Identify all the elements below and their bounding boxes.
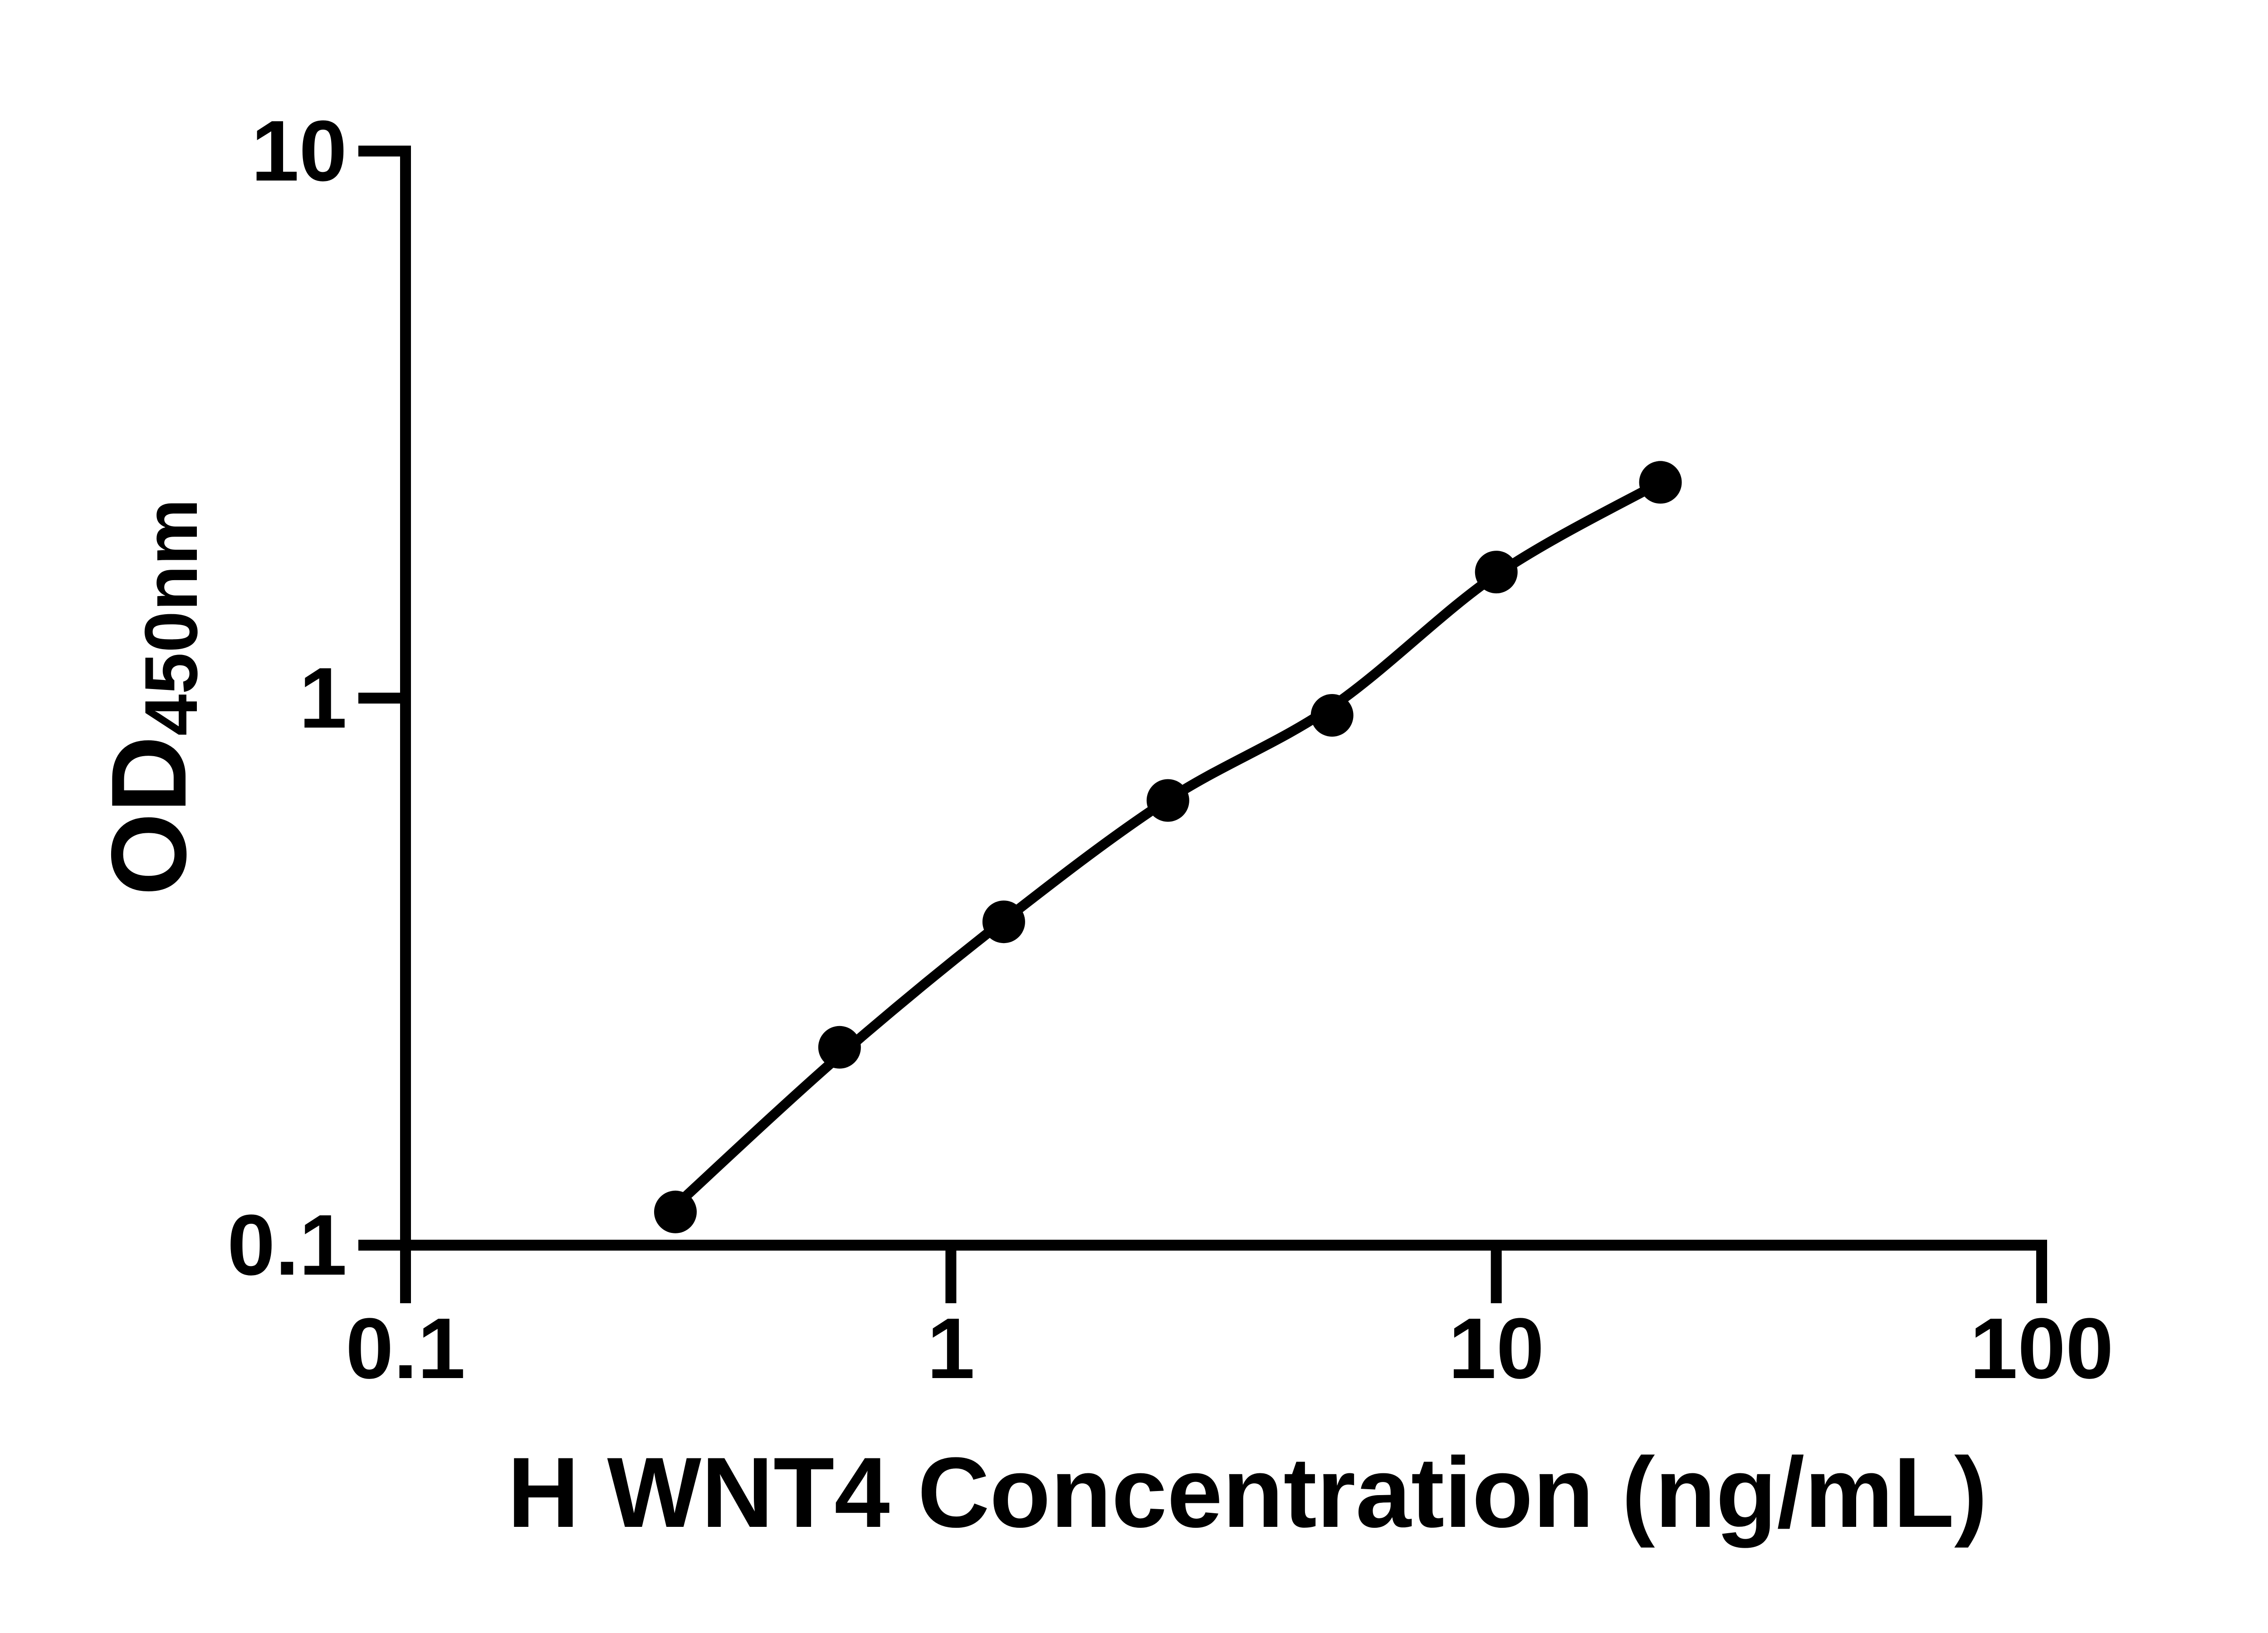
y-axis-title-subscript: 450nm bbox=[129, 499, 213, 736]
data-point-2.5 bbox=[1146, 779, 1189, 822]
axis-spines bbox=[400, 146, 2047, 1251]
data-point-0.3125 bbox=[654, 1190, 697, 1233]
x-tick-label-1: 1 bbox=[927, 1301, 975, 1397]
y-axis-title: OD450nm bbox=[89, 499, 213, 895]
y-tick-label-0p1: 0.1 bbox=[227, 1197, 347, 1293]
y-axis-title-main: OD bbox=[89, 736, 208, 896]
data-point-20 bbox=[1639, 461, 1682, 504]
data-point-0.625 bbox=[818, 1026, 861, 1069]
x-axis-title: H WNT4 Concentration (ng/mL) bbox=[507, 1437, 1988, 1548]
data-point-1.25 bbox=[982, 900, 1025, 944]
y-tick-label-1: 1 bbox=[299, 650, 347, 746]
y-tick-label-10: 10 bbox=[251, 103, 347, 199]
data-point-5 bbox=[1310, 694, 1354, 737]
data-point-10 bbox=[1475, 551, 1518, 594]
x-tick-label-0p1: 0.1 bbox=[345, 1301, 466, 1397]
x-tick-label-10: 10 bbox=[1448, 1301, 1545, 1397]
x-tick-label-100: 100 bbox=[1970, 1301, 2114, 1397]
fit-curve bbox=[672, 478, 1663, 1210]
